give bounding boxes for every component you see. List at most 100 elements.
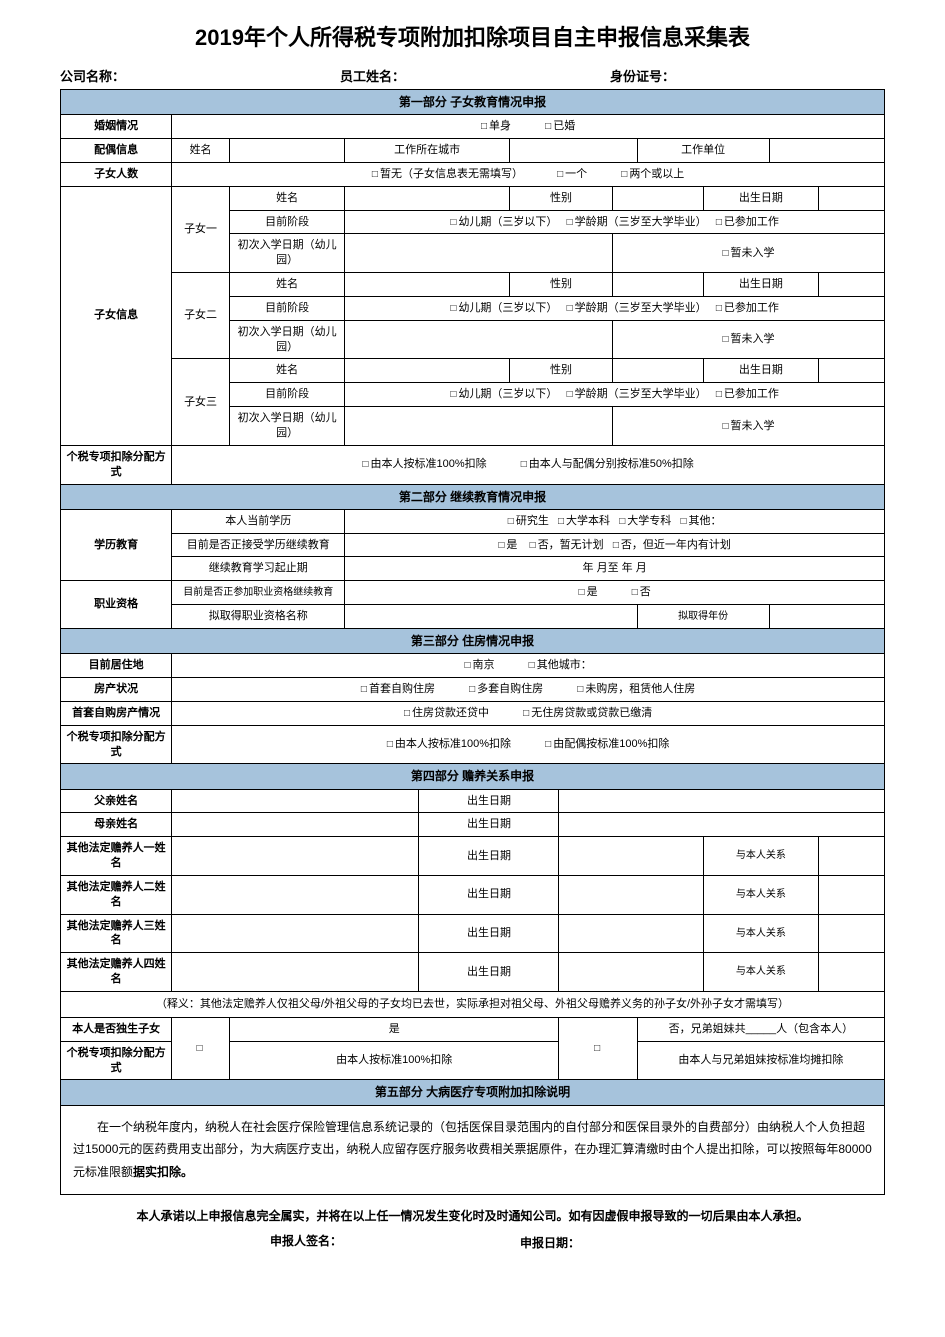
checkbox-icon: □ — [529, 659, 535, 673]
property-status-label: 房产状况 — [61, 677, 172, 701]
dep4-label: 其他法定赡养人四姓名 — [61, 953, 172, 992]
spouse-city-label: 工作所在城市 — [345, 139, 510, 163]
checkbox-icon: □ — [450, 388, 456, 402]
opt-no: 否 — [640, 586, 651, 598]
dep4-dob-input[interactable] — [559, 953, 703, 992]
checkbox-icon: □ — [469, 683, 475, 697]
first-property-options[interactable]: □住房贷款还贷中 □无住房贷款或贷款已缴清 — [172, 701, 885, 725]
section3-header: 第三部分 住房情况申报 — [61, 628, 885, 653]
opt-yes: 是 — [506, 539, 517, 551]
target-qual-input[interactable] — [345, 605, 637, 629]
child2-name-input[interactable] — [345, 273, 510, 297]
child2-gender-input[interactable] — [613, 273, 704, 297]
relation-label: 与本人关系 — [703, 837, 818, 876]
child3-name-input[interactable] — [345, 359, 510, 383]
child1-stage-options[interactable]: □幼儿期（三岁以下） □学龄期（三岁至大学毕业） □已参加工作 — [345, 210, 885, 234]
dep3-dob-input[interactable] — [559, 914, 703, 953]
edu-period-label: 继续教育学习起止期 — [172, 557, 345, 581]
checkbox-icon: □ — [545, 120, 551, 134]
child-name-label: 姓名 — [229, 359, 344, 383]
company-label: 公司名称： — [60, 66, 340, 85]
opt-work: 已参加工作 — [724, 216, 779, 228]
signature-label: 申报人签名： — [60, 1234, 400, 1251]
child1-dob-input[interactable] — [819, 186, 885, 210]
spouse-workplace-input[interactable] — [769, 139, 884, 163]
spouse-name-input[interactable] — [229, 139, 344, 163]
relation-label: 与本人关系 — [703, 875, 818, 914]
mother-dob-input[interactable] — [559, 813, 885, 837]
only-no-checkbox[interactable]: □ — [559, 1017, 637, 1080]
checkbox-icon: □ — [545, 738, 551, 752]
child-stage-label: 目前阶段 — [229, 383, 344, 407]
opt-work: 已参加工作 — [724, 302, 779, 314]
receiving-options[interactable]: □是 □否，暂无计划 □否，但近一年内有计划 — [345, 533, 885, 557]
dep1-name-input[interactable] — [172, 837, 419, 876]
spouse-city-input[interactable] — [510, 139, 638, 163]
opt-infant: 幼儿期（三岁以下） — [458, 388, 557, 400]
dob-label: 出生日期 — [419, 914, 559, 953]
page-title: 2019年个人所得税专项附加扣除项目自主申报信息采集表 — [60, 20, 885, 52]
child-gender-label: 性别 — [510, 186, 613, 210]
dep4-name-input[interactable] — [172, 953, 419, 992]
child2-stage-options[interactable]: □幼儿期（三岁以下） □学龄期（三岁至大学毕业） □已参加工作 — [345, 296, 885, 320]
s5-bold: 据实扣除。 — [133, 1165, 193, 1179]
section2-header: 第二部分 继续教育情况申报 — [61, 484, 885, 509]
child3-stage-options[interactable]: □幼儿期（三岁以下） □学龄期（三岁至大学毕业） □已参加工作 — [345, 383, 885, 407]
children-count-label: 子女人数 — [61, 162, 172, 186]
child2-notenrolled[interactable]: □暂未入学 — [613, 320, 885, 359]
residence-label: 目前居住地 — [61, 654, 172, 678]
child1-enroll-input[interactable] — [345, 234, 613, 273]
s5-paragraph: 在一个纳税年度内，纳税人在社会医疗保险管理信息系统记录的（包括医保目录范围内的自… — [61, 1105, 885, 1194]
s3-deduction-options[interactable]: □由本人按标准100%扣除 □由配偶按标准100%扣除 — [172, 725, 885, 764]
target-year-input[interactable] — [769, 605, 884, 629]
residence-options[interactable]: □南京 □其他城市： — [172, 654, 885, 678]
dob-label: 出生日期 — [419, 837, 559, 876]
child1-gender-input[interactable] — [613, 186, 704, 210]
checkbox-icon: □ — [361, 683, 367, 697]
child1-notenrolled[interactable]: □暂未入学 — [613, 234, 885, 273]
father-name-input[interactable] — [172, 789, 419, 813]
checkbox-icon: □ — [197, 1042, 203, 1056]
checkbox-icon: □ — [722, 420, 728, 434]
checkbox-icon: □ — [481, 120, 487, 134]
opt-grad: 研究生 — [516, 515, 549, 527]
opt-first: 首套自购住房 — [369, 683, 435, 695]
joining-options[interactable]: □是 □否 — [345, 581, 885, 605]
edu-period-value[interactable]: 年 月至 年 月 — [345, 557, 885, 581]
checkbox-icon: □ — [594, 1042, 600, 1056]
child3-dob-input[interactable] — [819, 359, 885, 383]
s4-deduction-self: 由本人按标准100%扣除 — [229, 1041, 559, 1080]
mother-name-input[interactable] — [172, 813, 419, 837]
checkbox-icon: □ — [521, 458, 527, 472]
checkbox-icon: □ — [716, 388, 722, 402]
property-options[interactable]: □首套自购住房 □多套自购住房 □未购房，租赁他人住房 — [172, 677, 885, 701]
child2-enroll-input[interactable] — [345, 320, 613, 359]
dep2-name-input[interactable] — [172, 875, 419, 914]
dep2-relation-input[interactable] — [819, 875, 885, 914]
degree-options[interactable]: □研究生 □大学本科 □大学专科 □其他： — [345, 509, 885, 533]
child2-dob-input[interactable] — [819, 273, 885, 297]
only-yes-checkbox[interactable]: □ — [172, 1017, 230, 1080]
dep3-name-input[interactable] — [172, 914, 419, 953]
opt-self100: 由本人按标准100%扣除 — [370, 458, 486, 470]
opt-infant: 幼儿期（三岁以下） — [458, 302, 557, 314]
checkbox-icon: □ — [558, 515, 564, 529]
child3-enroll-input[interactable] — [345, 407, 613, 446]
marital-options[interactable]: □单身 □已婚 — [172, 115, 885, 139]
dep1-dob-input[interactable] — [559, 837, 703, 876]
dep1-relation-input[interactable] — [819, 837, 885, 876]
s1-deduction-options[interactable]: □由本人按标准100%扣除 □由本人与配偶分别按标准50%扣除 — [172, 445, 885, 484]
child-dob-label: 出生日期 — [703, 186, 818, 210]
father-dob-input[interactable] — [559, 789, 885, 813]
child1-name-input[interactable] — [345, 186, 510, 210]
children-count-options[interactable]: □暂无（子女信息表无需填写） □一个 □两个或以上 — [172, 162, 885, 186]
opt-notenrolled: 暂未入学 — [731, 333, 775, 345]
child3-gender-input[interactable] — [613, 359, 704, 383]
dep3-relation-input[interactable] — [819, 914, 885, 953]
child-dob-label: 出生日期 — [703, 273, 818, 297]
checkbox-icon: □ — [567, 302, 573, 316]
child3-notenrolled[interactable]: □暂未入学 — [613, 407, 885, 446]
dep4-relation-input[interactable] — [819, 953, 885, 992]
checkbox-icon: □ — [387, 738, 393, 752]
dep2-dob-input[interactable] — [559, 875, 703, 914]
